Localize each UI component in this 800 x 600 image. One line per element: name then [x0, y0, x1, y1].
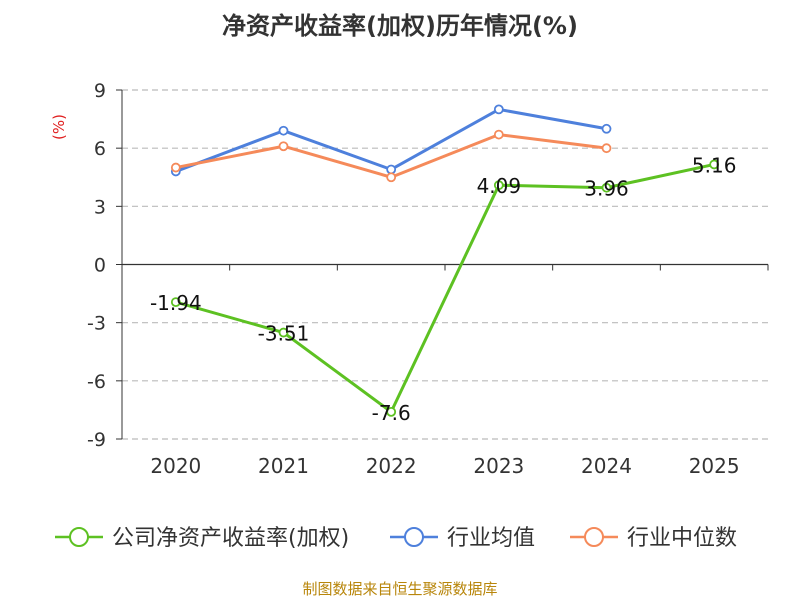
data-label: 5.16: [692, 153, 737, 177]
y-tick-label: 0: [94, 255, 106, 277]
data-point: [709, 159, 720, 170]
data-label: -7.6: [372, 401, 411, 425]
y-tick-label: -9: [87, 429, 106, 451]
series-lines: [170, 104, 720, 417]
x-tick-label: 2022: [366, 454, 417, 478]
axes: 9 6 3 0 -3 -6 -9 2020 2021 2022 2023 2024 2025 (%): [50, 80, 769, 478]
series-2: [170, 129, 612, 183]
grid-lines: [122, 89, 768, 440]
source-note: 制图数据来自恒生聚源数据库: [302, 580, 498, 598]
legend-label: 公司净资产收益率(加权): [112, 526, 349, 551]
data-point: [493, 104, 504, 115]
data-label: 3.96: [584, 177, 629, 201]
data-label: -3.51: [258, 322, 310, 346]
legend-item-0: 公司净资产收益率(加权): [55, 526, 349, 551]
y-tick-label: 6: [94, 138, 106, 160]
legend-marker: [69, 527, 89, 547]
data-point: [278, 141, 289, 152]
data-point: [493, 180, 504, 191]
data-point: [278, 327, 289, 338]
x-tick-label: 2025: [689, 454, 740, 478]
data-point: [386, 172, 397, 183]
legend-label: 行业均值: [447, 526, 535, 551]
data-point: [170, 162, 181, 173]
legend: 公司净资产收益率(加权) 行业均值 行业中位数: [55, 526, 737, 551]
data-point: [386, 164, 397, 175]
legend-item-2: 行业中位数: [570, 526, 737, 551]
x-tick-label: 2020: [150, 454, 201, 478]
x-tick-label: 2024: [581, 454, 632, 478]
data-label: 4.09: [477, 174, 522, 198]
chart-title: 净资产收益率(加权)历年情况(%): [222, 12, 578, 40]
data-labels: -1.94 -3.51 -7.6 4.09 3.96 5.16: [150, 153, 736, 424]
legend-item-1: 行业均值: [390, 526, 535, 551]
data-point: [278, 125, 289, 136]
x-tick-label: 2021: [258, 454, 309, 478]
legend-marker: [584, 527, 604, 547]
y-tick-label: 9: [94, 80, 106, 102]
series-0: [170, 159, 720, 417]
y-tick-label: 3: [94, 196, 106, 218]
data-point: [386, 406, 397, 417]
series-line: [175, 162, 715, 414]
legend-label: 行业中位数: [627, 526, 737, 551]
series-1: [170, 104, 612, 177]
data-point: [601, 182, 612, 193]
data-point: [601, 143, 612, 154]
legend-marker: [404, 527, 424, 547]
data-point: [493, 129, 504, 140]
y-tick-label: -6: [87, 371, 106, 393]
data-label: -1.94: [150, 291, 202, 315]
y-axis-label: (%): [50, 114, 68, 140]
data-point: [170, 297, 181, 308]
y-tick-label: -3: [87, 313, 106, 335]
data-point: [601, 123, 612, 134]
x-tick-label: 2023: [473, 454, 524, 478]
